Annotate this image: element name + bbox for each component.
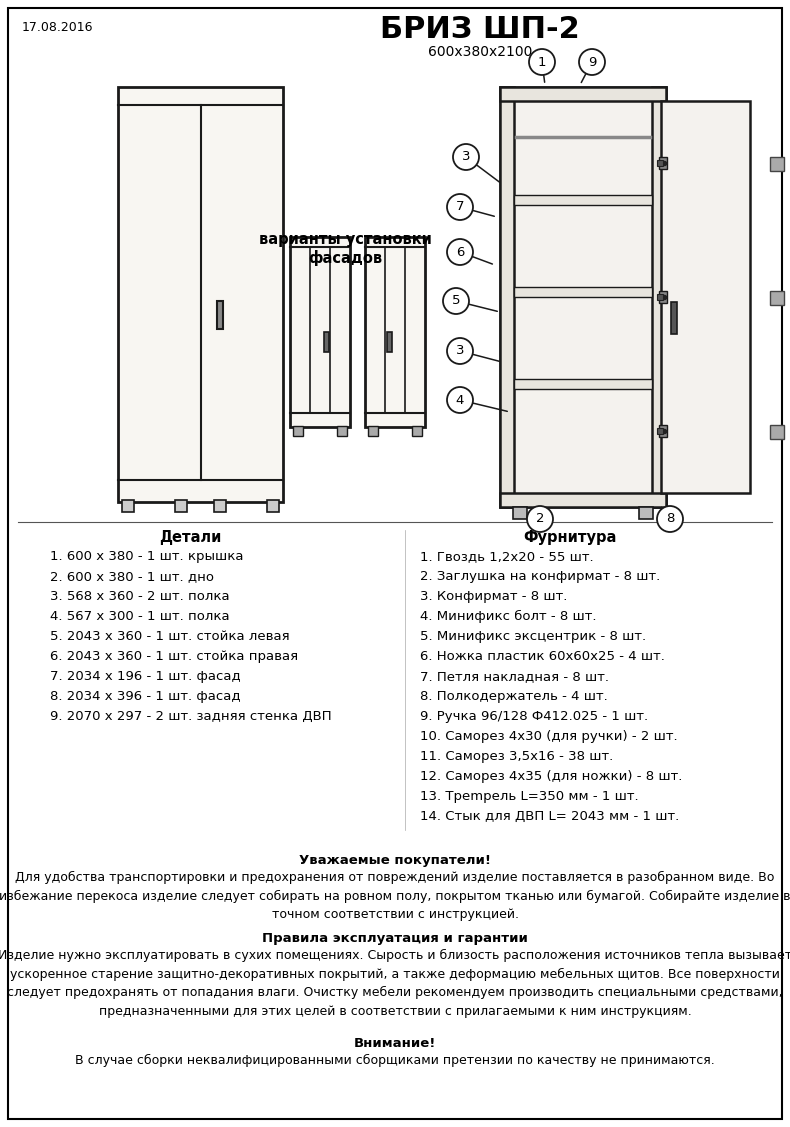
FancyBboxPatch shape bbox=[672, 302, 677, 334]
Circle shape bbox=[529, 48, 555, 76]
Text: Уважаемые покупатели!: Уважаемые покупатели! bbox=[299, 854, 491, 867]
FancyBboxPatch shape bbox=[365, 237, 425, 427]
Text: Для удобства транспортировки и предохранения от повреждений изделие поставляется: Для удобства транспортировки и предохран… bbox=[0, 871, 790, 921]
FancyBboxPatch shape bbox=[500, 492, 666, 507]
FancyBboxPatch shape bbox=[500, 87, 666, 101]
FancyBboxPatch shape bbox=[267, 500, 279, 512]
Text: 3: 3 bbox=[456, 345, 465, 357]
Text: Детали: Детали bbox=[159, 530, 221, 545]
Text: 7: 7 bbox=[456, 201, 465, 213]
FancyBboxPatch shape bbox=[337, 426, 347, 436]
Circle shape bbox=[579, 48, 605, 76]
FancyBboxPatch shape bbox=[660, 101, 750, 492]
FancyBboxPatch shape bbox=[214, 500, 226, 512]
FancyBboxPatch shape bbox=[217, 301, 224, 329]
Text: Изделие нужно эксплуатировать в сухих помещениях. Сырость и близость расположени: Изделие нужно эксплуатировать в сухих по… bbox=[0, 949, 790, 1018]
Circle shape bbox=[443, 289, 469, 314]
FancyBboxPatch shape bbox=[122, 500, 134, 512]
FancyBboxPatch shape bbox=[293, 426, 303, 436]
FancyBboxPatch shape bbox=[514, 287, 652, 298]
Text: 2. Заглушка на конфирмат - 8 шт.: 2. Заглушка на конфирмат - 8 шт. bbox=[420, 570, 660, 583]
Text: 2. 600 х 380 - 1 шт. дно: 2. 600 х 380 - 1 шт. дно bbox=[50, 570, 214, 583]
Text: 11. Саморез 3,5х16 - 38 шт.: 11. Саморез 3,5х16 - 38 шт. bbox=[420, 749, 613, 763]
Text: 3: 3 bbox=[461, 151, 470, 163]
Circle shape bbox=[447, 338, 473, 364]
Text: 4: 4 bbox=[456, 393, 465, 407]
FancyBboxPatch shape bbox=[659, 291, 667, 303]
Text: Правила эксплуатация и гарантии: Правила эксплуатация и гарантии bbox=[262, 932, 528, 946]
FancyBboxPatch shape bbox=[659, 425, 667, 437]
FancyBboxPatch shape bbox=[500, 87, 666, 507]
Text: 3. 568 х 360 - 2 шт. полка: 3. 568 х 360 - 2 шт. полка bbox=[50, 591, 230, 603]
FancyBboxPatch shape bbox=[659, 157, 667, 169]
Text: 5. Минификс эксцентрик - 8 шт.: 5. Минификс эксцентрик - 8 шт. bbox=[420, 630, 646, 644]
Text: 8. Полкодержатель - 4 шт.: 8. Полкодержатель - 4 шт. bbox=[420, 690, 608, 703]
Text: 9. 2070 х 297 - 2 шт. задняя стенка ДВП: 9. 2070 х 297 - 2 шт. задняя стенка ДВП bbox=[50, 710, 332, 724]
FancyBboxPatch shape bbox=[513, 507, 527, 520]
Text: 9. Ручка 96/128 Ф412.025 - 1 шт.: 9. Ручка 96/128 Ф412.025 - 1 шт. bbox=[420, 710, 648, 724]
FancyBboxPatch shape bbox=[770, 425, 784, 440]
FancyBboxPatch shape bbox=[368, 426, 378, 436]
Text: 3. Конфирмат - 8 шт.: 3. Конфирмат - 8 шт. bbox=[420, 591, 567, 603]
Text: 7. Петля накладная - 8 шт.: 7. Петля накладная - 8 шт. bbox=[420, 669, 609, 683]
FancyBboxPatch shape bbox=[386, 331, 392, 352]
Text: 10. Саморез 4х30 (для ручки) - 2 шт.: 10. Саморез 4х30 (для ручки) - 2 шт. bbox=[420, 730, 678, 743]
Text: 7. 2034 х 196 - 1 шт. фасад: 7. 2034 х 196 - 1 шт. фасад bbox=[50, 669, 241, 683]
FancyBboxPatch shape bbox=[514, 195, 652, 205]
Text: 6. 2043 х 360 - 1 шт. стойка правая: 6. 2043 х 360 - 1 шт. стойка правая bbox=[50, 650, 298, 663]
Text: варианты установки
фасадов: варианты установки фасадов bbox=[258, 232, 431, 266]
Text: 6: 6 bbox=[456, 246, 465, 258]
Text: 1. 600 х 380 - 1 шт. крышка: 1. 600 х 380 - 1 шт. крышка bbox=[50, 550, 243, 564]
Text: 5. 2043 х 360 - 1 шт. стойка левая: 5. 2043 х 360 - 1 шт. стойка левая bbox=[50, 630, 290, 644]
Text: 14. Стык для ДВП L= 2043 мм - 1 шт.: 14. Стык для ДВП L= 2043 мм - 1 шт. bbox=[420, 810, 679, 823]
FancyBboxPatch shape bbox=[639, 507, 653, 520]
FancyBboxPatch shape bbox=[500, 87, 514, 507]
Text: 4. Минификс болт - 8 шт.: 4. Минификс болт - 8 шт. bbox=[420, 610, 596, 623]
Text: 17.08.2016: 17.08.2016 bbox=[22, 21, 93, 34]
Text: 5: 5 bbox=[452, 294, 461, 308]
Text: 600x380x2100: 600x380x2100 bbox=[428, 45, 532, 59]
FancyBboxPatch shape bbox=[412, 426, 422, 436]
Circle shape bbox=[657, 506, 683, 532]
FancyBboxPatch shape bbox=[118, 87, 283, 502]
Circle shape bbox=[527, 506, 553, 532]
Text: В случае сборки неквалифицированными сборщиками претензии по качеству не принима: В случае сборки неквалифицированными сбо… bbox=[75, 1054, 715, 1067]
Text: 1: 1 bbox=[538, 55, 546, 69]
FancyBboxPatch shape bbox=[175, 500, 186, 512]
FancyBboxPatch shape bbox=[514, 380, 652, 390]
FancyBboxPatch shape bbox=[770, 157, 784, 170]
Text: 13. Трempель L=350 мм - 1 шт.: 13. Трempель L=350 мм - 1 шт. bbox=[420, 790, 638, 804]
Text: Внимание!: Внимание! bbox=[354, 1037, 436, 1050]
Text: 8: 8 bbox=[666, 513, 674, 525]
Text: 1. Гвоздь 1,2х20 - 55 шт.: 1. Гвоздь 1,2х20 - 55 шт. bbox=[420, 550, 593, 564]
FancyBboxPatch shape bbox=[323, 331, 329, 352]
Circle shape bbox=[453, 144, 479, 170]
Text: Фурнитура: Фурнитура bbox=[523, 530, 617, 545]
Text: БРИЗ ШП-2: БРИЗ ШП-2 bbox=[380, 15, 580, 44]
Circle shape bbox=[447, 194, 473, 220]
Text: 9: 9 bbox=[588, 55, 596, 69]
Text: 6. Ножка пластик 60х60х25 - 4 шт.: 6. Ножка пластик 60х60х25 - 4 шт. bbox=[420, 650, 665, 663]
Text: 12. Саморез 4х35 (для ножки) - 8 шт.: 12. Саморез 4х35 (для ножки) - 8 шт. bbox=[420, 770, 683, 783]
Text: 4. 567 х 300 - 1 шт. полка: 4. 567 х 300 - 1 шт. полка bbox=[50, 610, 230, 623]
Circle shape bbox=[447, 387, 473, 412]
Text: 2: 2 bbox=[536, 513, 544, 525]
Text: 8. 2034 х 396 - 1 шт. фасад: 8. 2034 х 396 - 1 шт. фасад bbox=[50, 690, 241, 703]
FancyBboxPatch shape bbox=[652, 87, 666, 507]
FancyBboxPatch shape bbox=[290, 237, 350, 427]
FancyBboxPatch shape bbox=[8, 8, 782, 1119]
Circle shape bbox=[447, 239, 473, 265]
FancyBboxPatch shape bbox=[770, 291, 784, 305]
